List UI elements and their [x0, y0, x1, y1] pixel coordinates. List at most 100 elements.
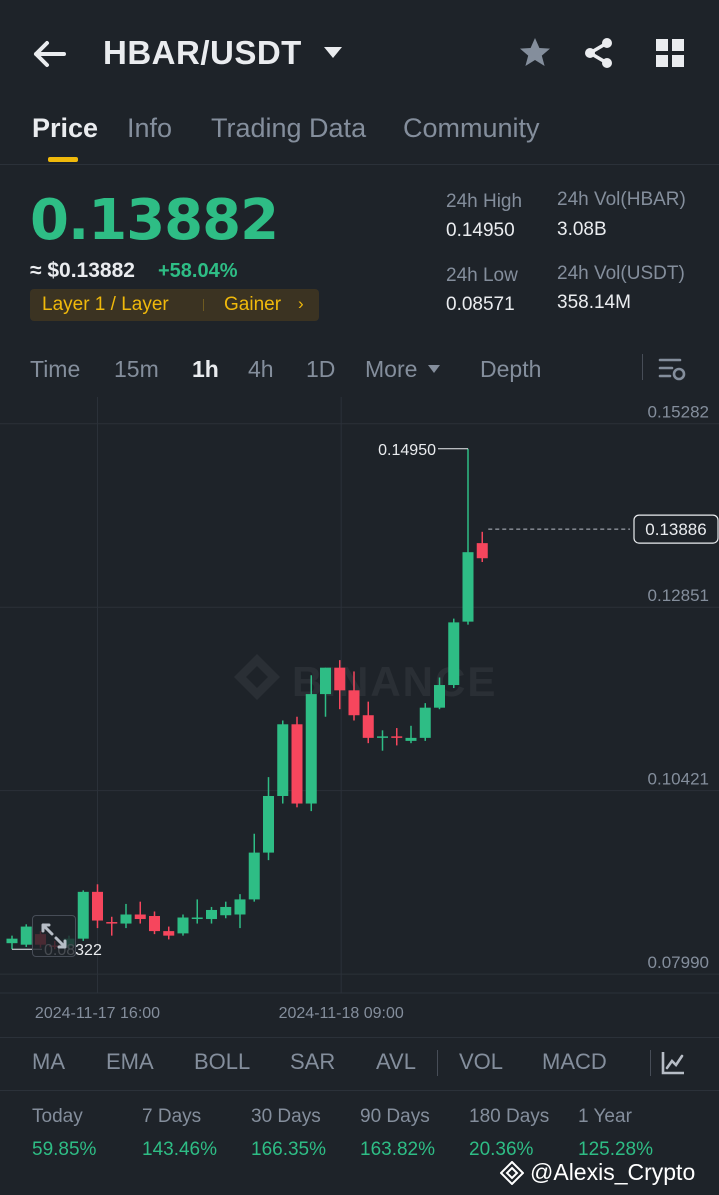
- indicator-divider: [437, 1050, 438, 1076]
- category-tag[interactable]: Layer 1 / Layer Gainer ›: [30, 289, 319, 321]
- tab-community[interactable]: Community: [403, 113, 540, 143]
- low-label: 24h Low: [446, 265, 518, 286]
- price-change-percent: +58.04%: [158, 260, 238, 282]
- more-caret-icon[interactable]: [427, 364, 441, 374]
- high-value: 0.14950: [446, 220, 515, 241]
- current-price-label: 0.13886: [645, 520, 706, 539]
- caret-down-icon[interactable]: [322, 44, 344, 60]
- perf-label-90d: 90 Days: [360, 1106, 430, 1127]
- interval-1d[interactable]: 1D: [306, 356, 336, 382]
- tab-trading-data[interactable]: Trading Data: [211, 113, 367, 143]
- candle-body: [448, 622, 460, 686]
- fullscreen-button[interactable]: [32, 915, 76, 957]
- active-tab-indicator: [48, 157, 78, 162]
- interval-4h[interactable]: 4h: [248, 356, 274, 382]
- candle-body: [220, 906, 232, 916]
- perf-value-90d: 163.82%: [360, 1139, 436, 1160]
- interval-15m[interactable]: 15m: [114, 356, 159, 382]
- indicator-macd[interactable]: MACD: [542, 1049, 607, 1074]
- perf-label-today: Today: [32, 1106, 83, 1127]
- y-tick-label: 0.10421: [648, 770, 709, 789]
- trading-pair-title[interactable]: HBAR/USDT: [103, 34, 302, 71]
- perf-value-1y: 125.28%: [578, 1139, 654, 1160]
- x-tick-label: 2024-11-18 09:00: [279, 1005, 404, 1022]
- indicator-ma[interactable]: MA: [32, 1049, 65, 1074]
- x-tick-label: 2024-11-17 16:00: [35, 1005, 160, 1022]
- candle-body: [206, 909, 217, 920]
- perf-label-30d: 30 Days: [251, 1106, 321, 1127]
- candle-body: [149, 916, 160, 932]
- indicator-divider-2: [650, 1050, 651, 1076]
- back-arrow-icon[interactable]: [30, 34, 70, 74]
- binance-logo-icon: [500, 1161, 524, 1185]
- indicator-avl[interactable]: AVL: [376, 1049, 416, 1074]
- section-tabs: Price Info Trading Data Community: [0, 105, 719, 165]
- vol-base-value: 3.08B: [557, 219, 607, 240]
- indicator-ema[interactable]: EMA: [106, 1049, 154, 1074]
- vol-quote-value: 358.14M: [557, 292, 631, 313]
- candle-body: [77, 891, 89, 939]
- interval-time[interactable]: Time: [30, 356, 81, 382]
- perf-value-30d: 166.35%: [251, 1139, 327, 1160]
- candle-body: [391, 736, 403, 738]
- candle-body: [291, 724, 303, 804]
- interval-1h[interactable]: 1h: [192, 356, 219, 382]
- share-icon[interactable]: [582, 36, 616, 70]
- tab-price[interactable]: Price: [32, 113, 99, 143]
- perf-value-today: 59.85%: [32, 1139, 97, 1160]
- candle-body: [377, 736, 388, 738]
- chevron-right-icon: ›: [298, 294, 304, 313]
- chart-settings-icon[interactable]: [658, 357, 686, 381]
- indicator-chart-icon[interactable]: [660, 1050, 686, 1076]
- interval-divider: [642, 354, 643, 380]
- grid-menu-icon[interactable]: [653, 36, 687, 70]
- candle-body: [277, 724, 289, 796]
- candle-body: [120, 914, 132, 924]
- current-price-box: [633, 514, 719, 544]
- candle-body: [6, 938, 18, 944]
- perf-value-7d: 143.46%: [142, 1139, 218, 1160]
- candle-body: [191, 917, 203, 920]
- indicator-boll[interactable]: BOLL: [194, 1049, 251, 1074]
- candle-body: [348, 690, 360, 716]
- candle-body: [462, 552, 474, 622]
- tag-divider: [203, 299, 204, 311]
- candle-body: [248, 852, 260, 900]
- y-tick-label: 0.12851: [648, 586, 709, 605]
- candle-body: [362, 715, 374, 738]
- top-bar: HBAR/USDT: [0, 0, 719, 105]
- perf-label-180d: 180 Days: [469, 1106, 550, 1127]
- high-label: 24h High: [446, 191, 523, 212]
- star-icon[interactable]: [518, 36, 552, 70]
- perf-value-180d: 20.36%: [469, 1139, 534, 1160]
- y-tick-label: 0.15282: [648, 403, 709, 422]
- expand-arrows-icon: [41, 923, 67, 949]
- candle-body: [305, 694, 317, 804]
- candlestick-chart[interactable]: BINANCE 0.15282 0.12851 0.10421 0.07990 2024…: [0, 397, 719, 1037]
- candle-body: [334, 667, 346, 691]
- indicator-sar[interactable]: SAR: [290, 1049, 336, 1074]
- usd-price: ≈ $0.13882: [30, 259, 135, 282]
- high-annotation: 0.14950: [378, 442, 436, 459]
- low-value: 0.08571: [446, 294, 515, 315]
- interval-more[interactable]: More: [365, 356, 418, 382]
- tab-info[interactable]: Info: [127, 113, 173, 143]
- candle-body: [177, 917, 189, 934]
- watermark-credit: @Alexis_Crypto: [530, 1159, 696, 1185]
- candle-body: [92, 891, 103, 921]
- indicator-bar: MA EMA BOLL SAR AVL VOL MACD: [0, 1037, 719, 1091]
- candle-body: [320, 667, 331, 695]
- candle-body: [134, 914, 146, 920]
- perf-label-7d: 7 Days: [142, 1106, 202, 1127]
- tag-status-label: Gainer: [224, 294, 282, 315]
- tag-category-label: Layer 1 / Layer: [42, 294, 169, 315]
- depth-tab[interactable]: Depth: [480, 356, 542, 382]
- chart-canvas: 0.15282 0.12851 0.10421 0.07990 2024-11-17 1…: [0, 397, 719, 1022]
- interval-bar: Time 15m 1h 4h 1D More Depth: [0, 340, 719, 396]
- candle-body: [20, 926, 32, 945]
- indicator-vol[interactable]: VOL: [459, 1049, 504, 1074]
- vol-quote-label: 24h Vol(USDT): [557, 263, 685, 284]
- candle-body: [434, 685, 445, 708]
- last-price: 0.13882: [30, 188, 279, 253]
- candle-body: [163, 931, 175, 936]
